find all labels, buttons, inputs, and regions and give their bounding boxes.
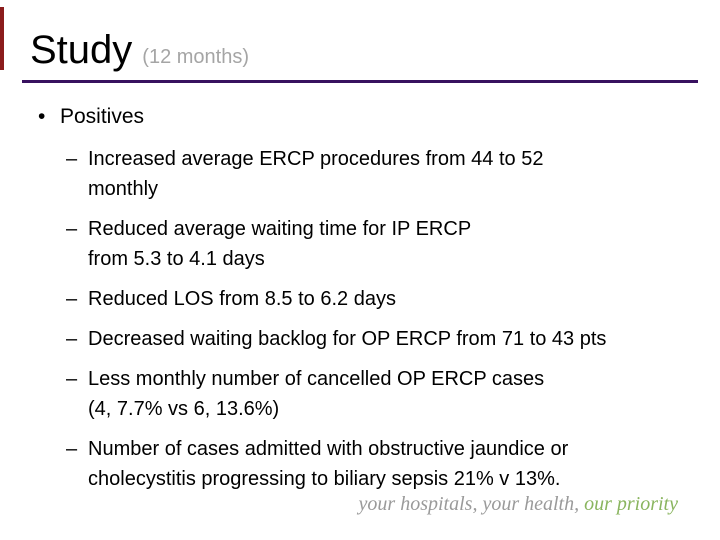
- list-item: – Reduced LOS from 8.5 to 6.2 days: [66, 284, 718, 314]
- list-item: – Number of cases admitted with obstruct…: [66, 434, 718, 494]
- dash-marker: –: [66, 438, 78, 460]
- sub-bullet-text: Reduced LOS from 8.5 to 6.2 days: [88, 288, 396, 310]
- bullet-heading-label: Positives: [60, 105, 145, 128]
- list-item: – Reduced average waiting time for IP ER…: [66, 214, 718, 274]
- dash-marker: –: [66, 368, 78, 390]
- dash-marker: –: [66, 328, 78, 350]
- footer-slogan-gray: your hospitals, your health,: [358, 493, 585, 515]
- dash-marker: –: [66, 288, 78, 310]
- slide-title: Study: [30, 28, 133, 72]
- bullet-dot-marker: •: [38, 105, 46, 128]
- footer-slogan-green: our priority: [584, 493, 678, 515]
- sub-bullet-list: – Increased average ERCP procedures from…: [66, 144, 718, 494]
- footer-slogan: your hospitals, your health, our priorit…: [359, 492, 678, 516]
- slide-body: • Positives – Increased average ERCP pro…: [30, 103, 718, 504]
- title-divider-line: [22, 80, 698, 83]
- list-item: – Decreased waiting backlog for OP ERCP …: [66, 324, 718, 354]
- sub-bullet-text: Reduced average waiting time for IP ERCP…: [88, 218, 472, 270]
- sub-bullet-text: Decreased waiting backlog for OP ERCP fr…: [88, 328, 607, 350]
- corner-accent-bar: [0, 7, 4, 70]
- sub-bullet-text: Number of cases admitted with obstructiv…: [88, 438, 569, 490]
- bullet-item-positives: • Positives: [30, 103, 718, 130]
- dash-marker: –: [66, 218, 78, 240]
- slide-title-suffix: (12 months): [142, 46, 250, 68]
- sub-bullet-text: Increased average ERCP procedures from 4…: [88, 148, 544, 200]
- slide-title-row: Study (12 months): [30, 30, 249, 70]
- dash-marker: –: [66, 148, 78, 170]
- sub-bullet-text: Less monthly number of cancelled OP ERCP…: [88, 368, 545, 420]
- list-item: – Less monthly number of cancelled OP ER…: [66, 364, 718, 424]
- list-item: – Increased average ERCP procedures from…: [66, 144, 718, 204]
